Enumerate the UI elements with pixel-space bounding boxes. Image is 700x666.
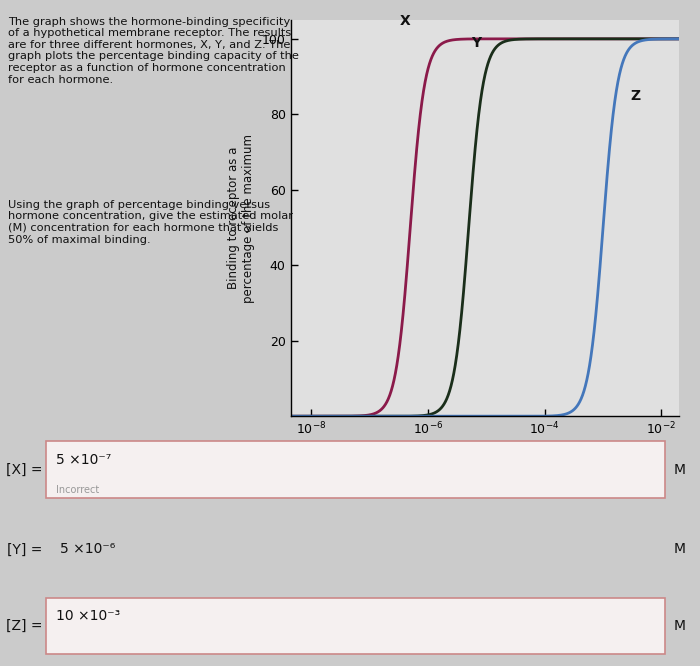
Text: M: M <box>673 462 685 477</box>
Text: [Z] =: [Z] = <box>6 619 42 633</box>
Text: Z: Z <box>630 89 640 103</box>
Text: Using the graph of percentage binding versus
hormone concentration, give the est: Using the graph of percentage binding ve… <box>8 200 293 244</box>
Y-axis label: Binding to receptor as a
percentage of the maximum: Binding to receptor as a percentage of t… <box>227 134 255 302</box>
Text: 5 ×10⁻⁶: 5 ×10⁻⁶ <box>60 542 115 557</box>
Text: 10 ×10⁻³: 10 ×10⁻³ <box>56 609 120 623</box>
Text: [X] =: [X] = <box>6 462 42 477</box>
Text: M: M <box>673 542 685 557</box>
Text: Incorrect: Incorrect <box>56 484 99 494</box>
Text: X: X <box>400 13 411 27</box>
Text: M: M <box>673 619 685 633</box>
Text: Y: Y <box>470 36 481 50</box>
Text: The graph shows the hormone-binding specificity
of a hypothetical membrane recep: The graph shows the hormone-binding spec… <box>8 17 300 85</box>
Text: [Y] =: [Y] = <box>6 542 42 557</box>
X-axis label: Hormone concentration (M): Hormone concentration (M) <box>398 445 571 458</box>
Text: 5 ×10⁻⁷: 5 ×10⁻⁷ <box>56 452 111 467</box>
